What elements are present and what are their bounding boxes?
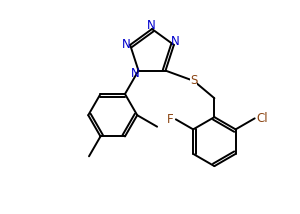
- Text: Cl: Cl: [257, 112, 268, 125]
- Text: N: N: [131, 67, 140, 80]
- Text: F: F: [167, 113, 174, 126]
- Text: N: N: [122, 38, 130, 51]
- Text: S: S: [190, 74, 197, 87]
- Text: N: N: [170, 35, 179, 48]
- Text: N: N: [147, 19, 155, 32]
